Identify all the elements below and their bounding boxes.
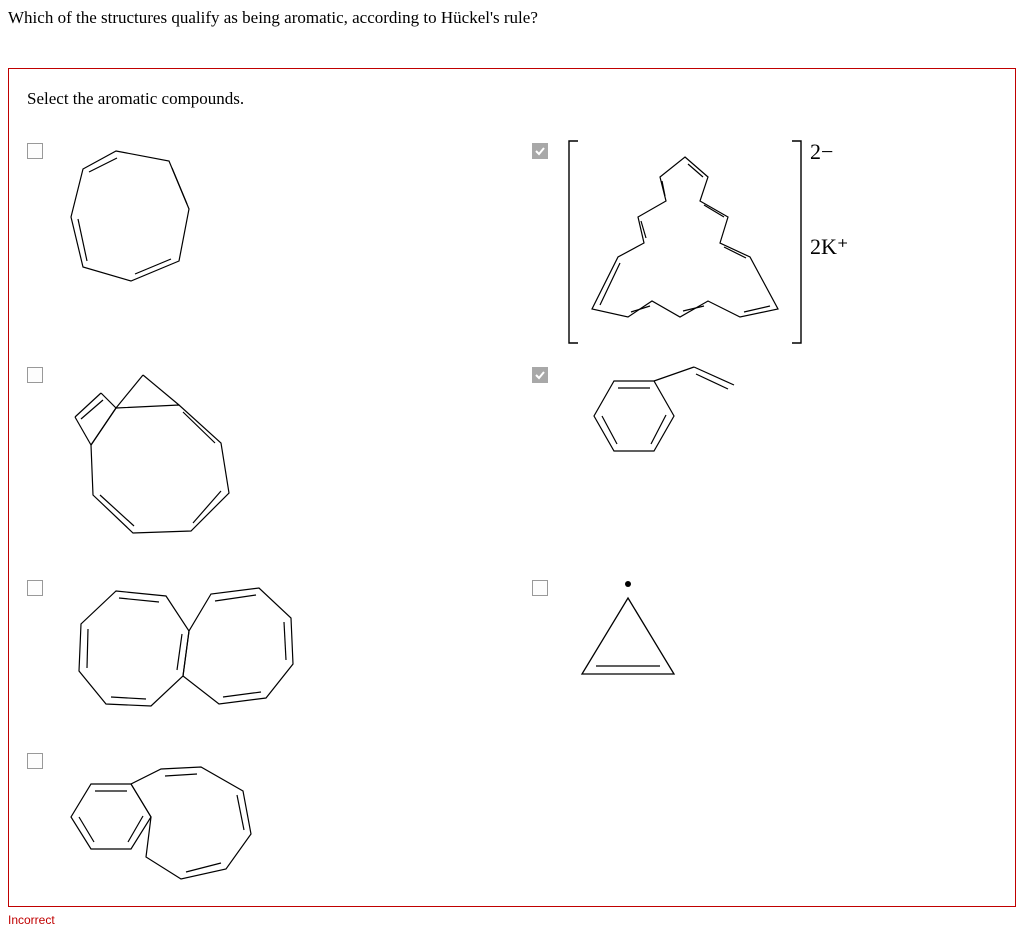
option-c — [27, 363, 492, 558]
structure-styrene — [566, 363, 997, 498]
answer-box: Select the aromatic compounds. — [8, 68, 1016, 907]
option-e — [27, 576, 492, 731]
structure-benzocyclooctatetraene — [61, 749, 492, 894]
check-icon — [534, 145, 546, 157]
checkbox-a[interactable] — [27, 143, 43, 159]
check-icon — [534, 369, 546, 381]
structure-cyclooctatetraene — [61, 139, 492, 304]
checkbox-g[interactable] — [27, 753, 43, 769]
bracket-right-icon — [790, 139, 804, 345]
option-b: 2− 2K⁺ — [532, 139, 997, 345]
checkbox-c[interactable] — [27, 367, 43, 383]
checkbox-d[interactable] — [532, 367, 548, 383]
charge-label-counterion: 2K⁺ — [810, 234, 849, 260]
question-text: Which of the structures qualify as being… — [8, 8, 1016, 28]
option-d — [532, 363, 997, 558]
structure-annulene-dianion: 2− 2K⁺ — [566, 139, 997, 345]
feedback-text: Incorrect — [8, 913, 1016, 927]
option-g — [27, 749, 492, 894]
option-a — [27, 139, 492, 345]
structure-cyclopropenyl-radical — [566, 576, 997, 701]
checkbox-b[interactable] — [532, 143, 548, 159]
bracket-left-icon — [566, 139, 580, 345]
structure-bicyclic-bridged — [61, 363, 492, 558]
charge-label-top: 2− — [810, 139, 833, 165]
checkbox-e[interactable] — [27, 580, 43, 596]
options-grid: 2− 2K⁺ — [27, 139, 997, 894]
instruction-text: Select the aromatic compounds. — [27, 89, 997, 109]
structure-fused-octatetraene — [61, 576, 492, 731]
checkbox-f[interactable] — [532, 580, 548, 596]
radical-dot-icon — [625, 581, 631, 587]
option-f — [532, 576, 997, 731]
